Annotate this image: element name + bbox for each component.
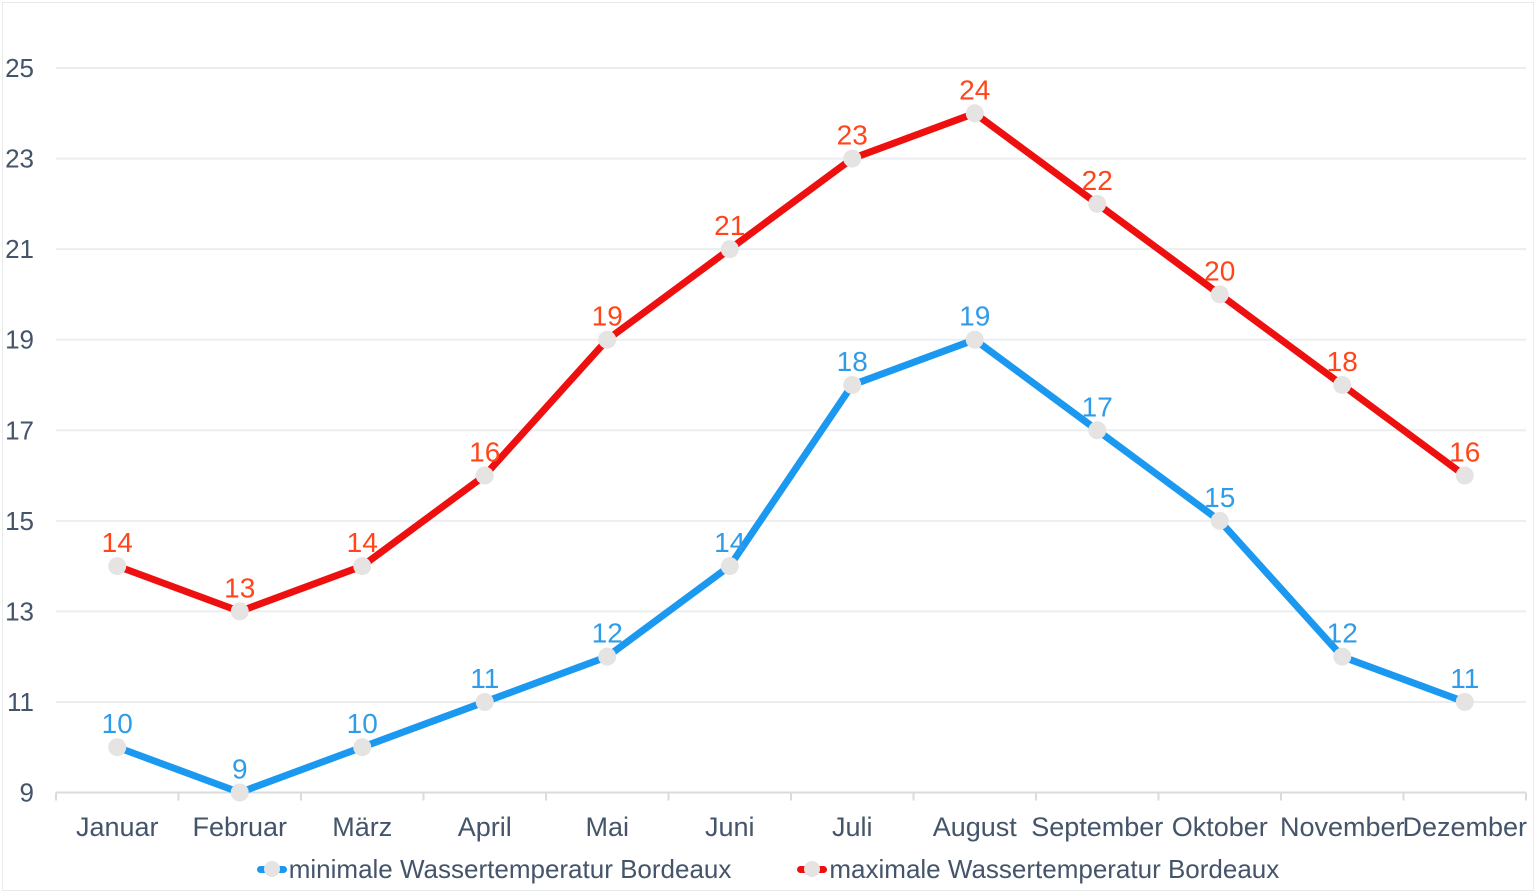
data-point-marker: [231, 784, 249, 802]
data-label: 14: [347, 527, 378, 558]
data-point-marker: [1211, 512, 1229, 530]
data-label: 17: [1082, 391, 1113, 422]
min-series-legend-dot: [264, 861, 280, 877]
water-temperature-line-chart: 9 11 13 15 17 19 21 23 25 Januar Februar März April M…: [3, 3, 1536, 896]
data-label: 9: [232, 754, 248, 785]
data-label: 11: [470, 663, 499, 694]
data-label: 21: [714, 210, 745, 241]
data-point-marker: [353, 738, 371, 756]
x-axis-label-april: April: [458, 812, 512, 842]
x-axis-label-februar: Februar: [192, 812, 287, 842]
x-axis-label-november: November: [1280, 812, 1405, 842]
data-point-marker: [476, 467, 494, 485]
data-label: 18: [1327, 346, 1358, 377]
y-axis-label-11: 11: [7, 687, 34, 717]
x-axis-label-juni: Juni: [705, 812, 755, 842]
data-point-marker: [108, 557, 126, 575]
x-axis-label-august: August: [933, 812, 1018, 842]
data-point-marker: [353, 557, 371, 575]
legend-item-min-temperature[interactable]: minimale Wassertemperatur Bordeaux: [257, 856, 732, 882]
x-axis-label-september: September: [1031, 812, 1163, 842]
y-axis-label-13: 13: [5, 596, 34, 626]
data-point-marker: [1088, 421, 1106, 439]
max-series-legend-marker-icon: [797, 860, 827, 878]
max-series-legend-dot: [804, 861, 820, 877]
data-label: 14: [102, 527, 133, 558]
data-point-marker: [1456, 467, 1474, 485]
legend-label-min: minimale Wassertemperatur Bordeaux: [289, 856, 732, 882]
x-axis-label-juli: Juli: [832, 812, 873, 842]
data-point-marker: [598, 648, 616, 666]
data-point-marker: [843, 376, 861, 394]
y-axis-label-25: 25: [5, 53, 34, 83]
series-line-1: [117, 113, 1465, 611]
data-label: 19: [959, 301, 990, 332]
y-axis-label-17: 17: [5, 415, 34, 445]
data-point-marker: [721, 240, 739, 258]
data-label: 23: [837, 120, 868, 151]
series-line-0: [117, 340, 1465, 793]
data-label: 10: [347, 708, 378, 739]
data-label: 19: [592, 301, 623, 332]
data-point-marker: [476, 693, 494, 711]
chart-legend: minimale Wassertemperatur Bordeaux maxim…: [3, 849, 1533, 889]
y-axis-label-21: 21: [5, 234, 34, 264]
data-point-marker: [721, 557, 739, 575]
data-point-marker: [1211, 285, 1229, 303]
data-label: 20: [1204, 255, 1235, 286]
data-label: 15: [1204, 482, 1235, 513]
x-axis-label-oktober: Oktober: [1172, 812, 1268, 842]
data-label: 24: [959, 74, 990, 105]
data-point-marker: [1088, 195, 1106, 213]
data-point-marker: [1333, 376, 1351, 394]
y-axis-label-23: 23: [5, 144, 34, 174]
data-label: 11: [1450, 663, 1479, 694]
data-point-marker: [598, 331, 616, 349]
legend-label-max: maximale Wassertemperatur Bordeaux: [829, 856, 1279, 882]
data-point-marker: [1333, 648, 1351, 666]
data-label: 14: [714, 527, 745, 558]
data-label: 13: [224, 572, 255, 603]
x-axis-label-dezember: Dezember: [1402, 812, 1527, 842]
x-axis-label-märz: März: [332, 812, 392, 842]
data-label: 18: [837, 346, 868, 377]
data-label: 16: [469, 437, 500, 468]
y-axis-label-15: 15: [5, 506, 34, 536]
data-point-marker: [108, 738, 126, 756]
data-point-marker: [966, 104, 984, 122]
data-label: 10: [102, 708, 133, 739]
min-series-legend-marker-icon: [257, 860, 287, 878]
data-label: 12: [1327, 618, 1358, 649]
data-point-marker: [1456, 693, 1474, 711]
data-point-marker: [966, 331, 984, 349]
data-label: 12: [592, 618, 623, 649]
y-axis-label-19: 19: [5, 325, 34, 355]
data-point-marker: [843, 150, 861, 168]
data-label: 16: [1449, 437, 1480, 468]
y-axis-label-9: 9: [20, 778, 34, 808]
x-axis-label-januar: Januar: [76, 812, 159, 842]
data-label: 22: [1082, 165, 1113, 196]
legend-item-max-temperature[interactable]: maximale Wassertemperatur Bordeaux: [797, 856, 1279, 882]
x-axis-label-mai: Mai: [585, 812, 629, 842]
data-point-marker: [231, 602, 249, 620]
